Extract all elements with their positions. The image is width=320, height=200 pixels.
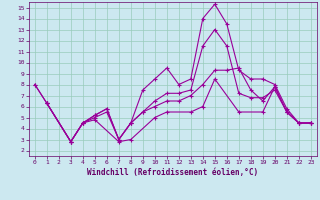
X-axis label: Windchill (Refroidissement éolien,°C): Windchill (Refroidissement éolien,°C) xyxy=(87,168,258,177)
